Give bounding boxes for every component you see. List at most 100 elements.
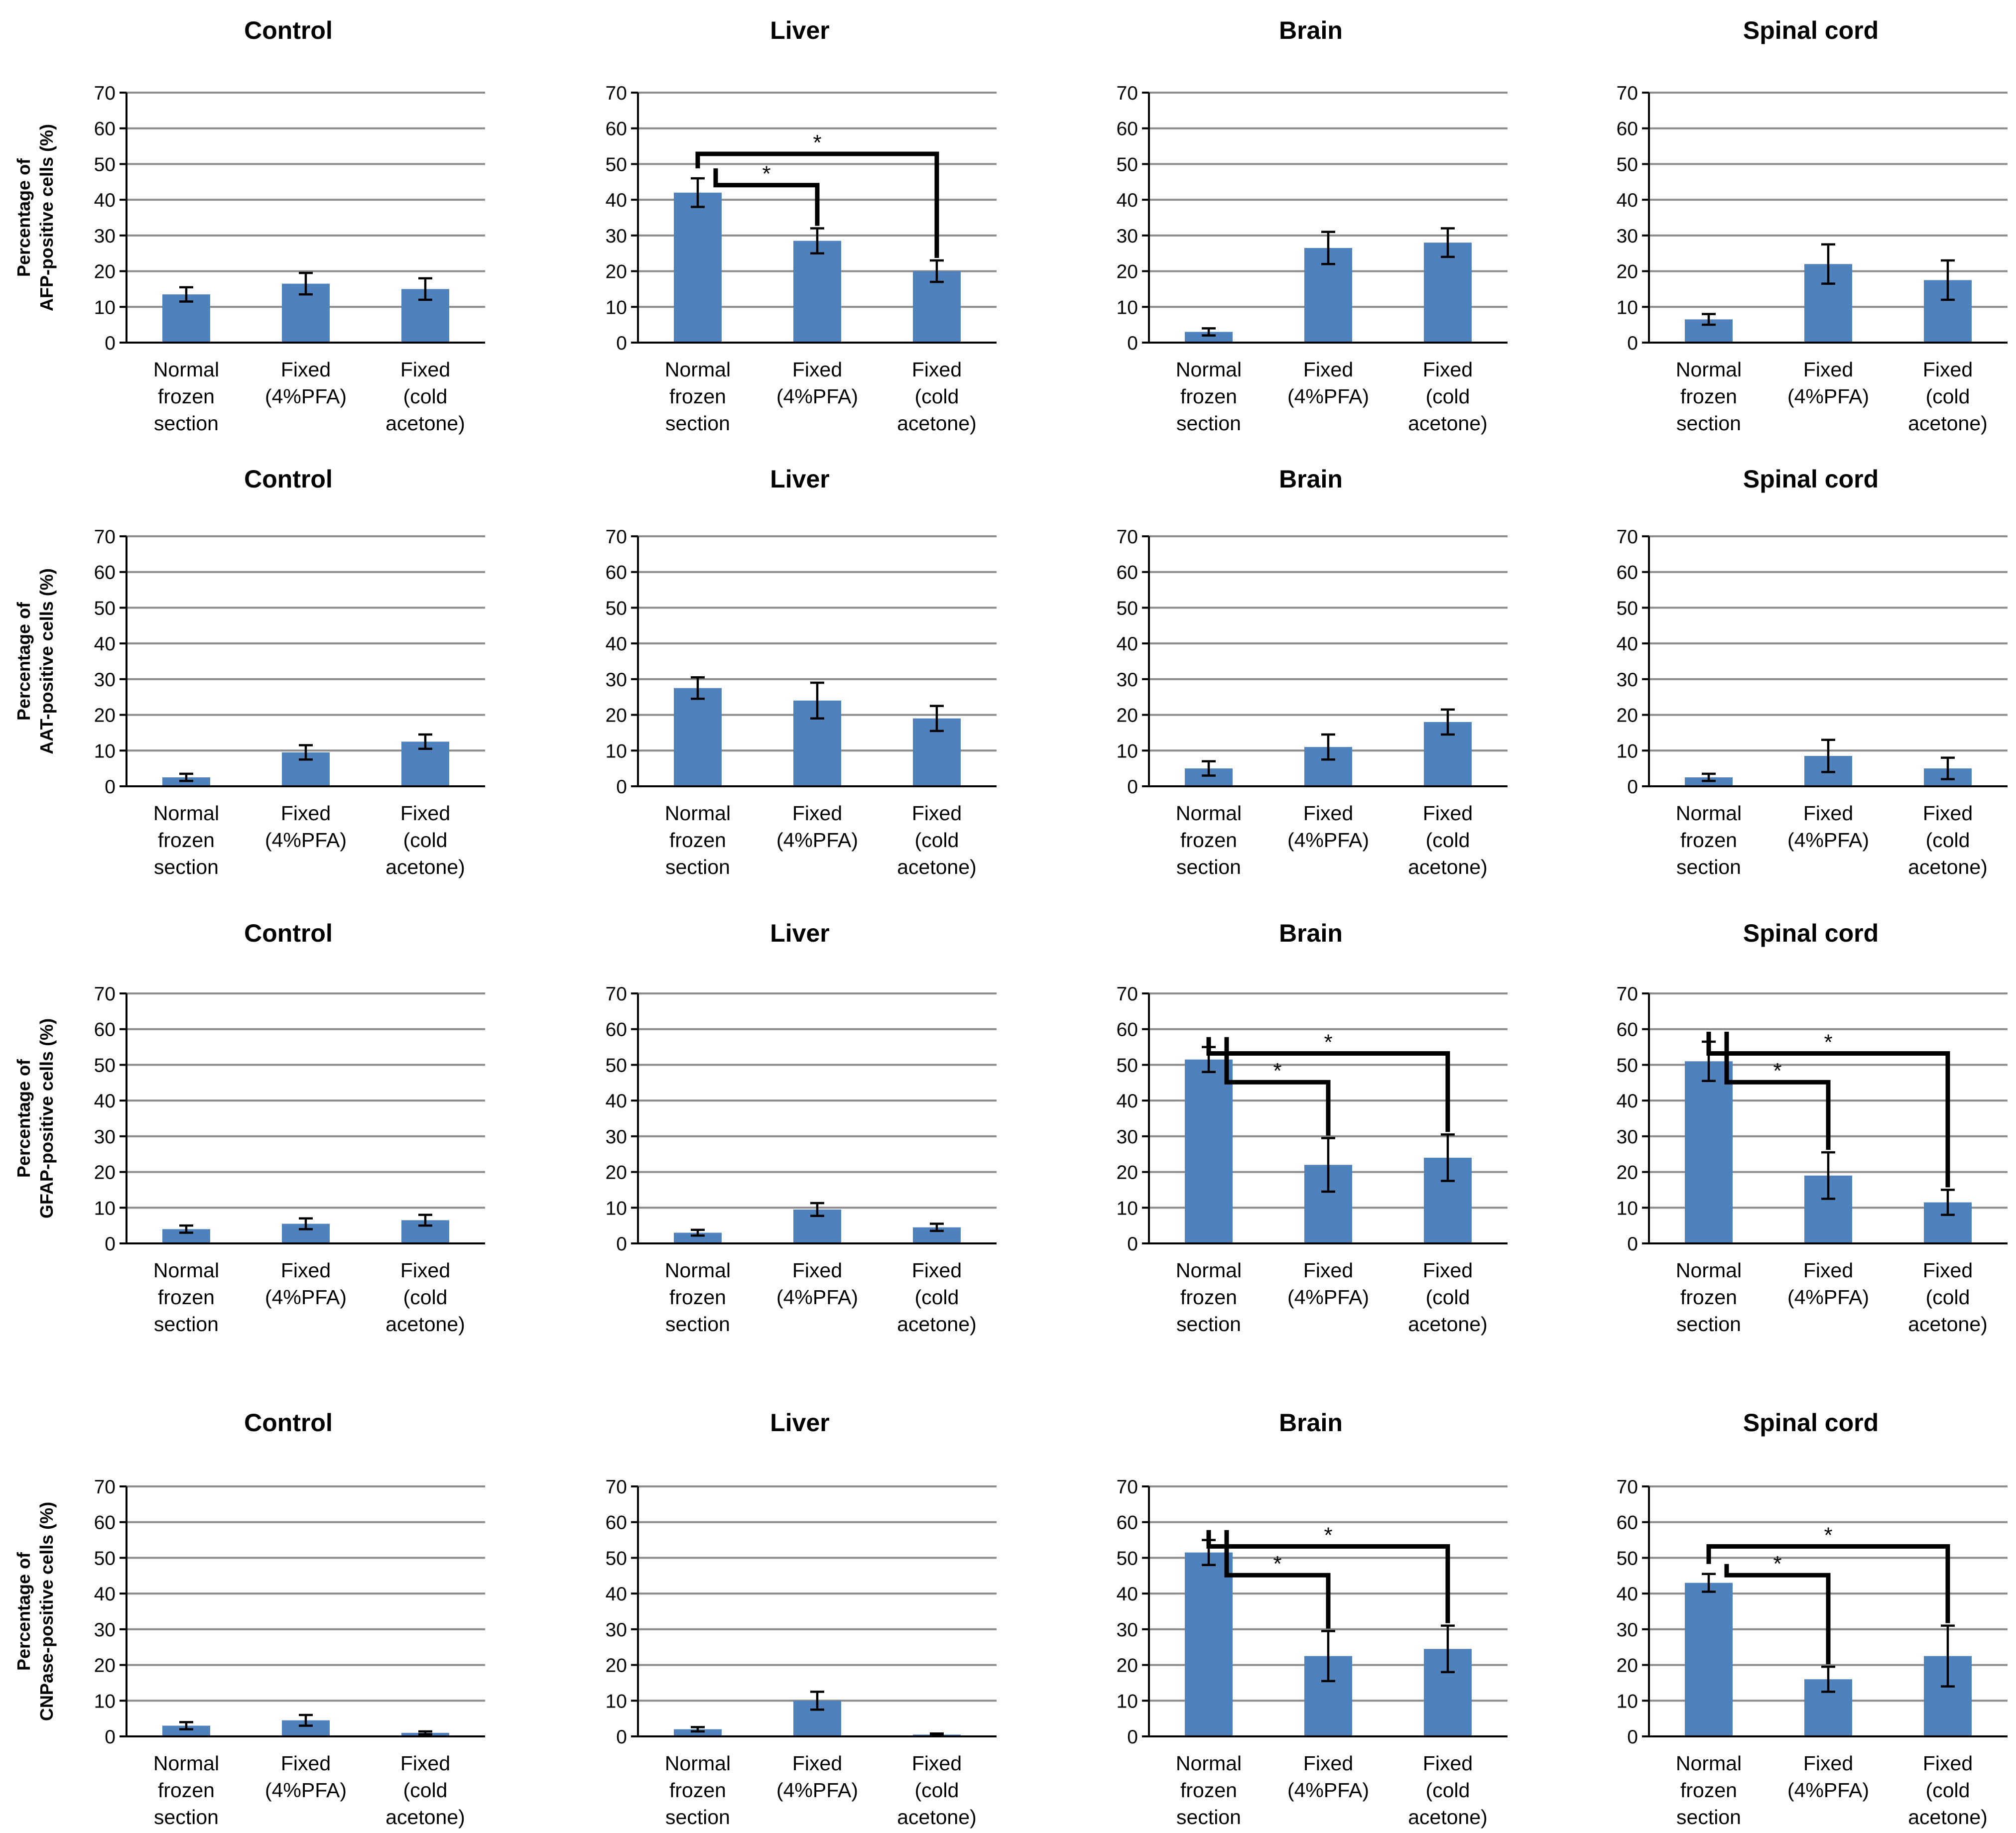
panel-title: Liver [770, 919, 830, 947]
error-bar-3 [1441, 1133, 1455, 1182]
bar-2 [793, 241, 841, 343]
x-category-label: Fixed [792, 1752, 842, 1775]
y-tick-label: 30 [1617, 1619, 1638, 1641]
y-tick-label: 10 [94, 1691, 116, 1712]
y-tick-label: 20 [1117, 705, 1138, 727]
error-bar-1 [1702, 772, 1716, 782]
y-tick-label: 40 [94, 190, 116, 211]
x-category-label: Fixed [1923, 1259, 1973, 1282]
error-bar-2 [810, 681, 824, 720]
y-tick-label: 70 [1117, 83, 1138, 104]
x-category-label: (4%PFA) [1287, 385, 1369, 408]
y-tick-label: 60 [94, 562, 116, 584]
significance-bracket-1 [1724, 1031, 1831, 1150]
y-tick-label: 20 [1617, 1162, 1638, 1184]
chart-panel-11: Brain 0 10 20 30 40 50 60 70 Normal frozen section F… [1117, 919, 1508, 1336]
x-category-label: Fixed [1423, 358, 1473, 381]
error-bar-3 [418, 733, 432, 750]
error-bar-3 [930, 705, 944, 733]
x-category-label: section [665, 1806, 730, 1829]
x-category-label: Fixed [400, 1752, 450, 1775]
y-tick-label: 50 [1117, 598, 1138, 619]
x-category-label: (cold [915, 1779, 959, 1802]
significance-bracket-2 [1706, 1544, 1950, 1623]
y-tick-label: 20 [1117, 261, 1138, 283]
x-category-label: Normal [153, 1259, 219, 1282]
y-tick-label: 30 [606, 1619, 627, 1641]
bar-1 [1185, 1552, 1233, 1736]
y-tick-label: 20 [94, 1655, 116, 1677]
bar-1 [1685, 1583, 1733, 1736]
significance-bracket-2 [1706, 1031, 1950, 1188]
y-tick-label: 40 [94, 633, 116, 655]
y-tick-label: 10 [1617, 297, 1638, 318]
error-bar-1 [179, 286, 193, 303]
x-category-label: section [154, 855, 219, 878]
chart-panel-2: Liver 0 10 20 30 40 50 60 70 Normal frozen section F… [606, 16, 997, 435]
y-tick-label: 10 [606, 740, 627, 762]
bar-1 [674, 688, 722, 786]
error-bar-2 [1321, 733, 1335, 761]
error-bar-3 [1441, 1624, 1455, 1674]
x-category-label: (cold [1926, 385, 1970, 408]
error-bar-1 [691, 676, 705, 700]
error-bar-2 [299, 744, 313, 761]
x-category-label: section [154, 1313, 219, 1336]
y-tick-label: 70 [1617, 1476, 1638, 1498]
bar-1 [674, 192, 722, 343]
x-category-label: Fixed [1423, 802, 1473, 825]
x-category-label: (cold [403, 1286, 448, 1309]
y-tick-label: 50 [94, 598, 116, 619]
y-tick-label: 60 [1617, 562, 1638, 584]
y-tick-label: 50 [1617, 598, 1638, 619]
significance-bracket-1 [713, 168, 820, 226]
chart-panel-4: Spinal cord 0 10 20 30 40 50 60 70 Normal frozen se… [1617, 16, 2008, 435]
x-category-label: frozen [669, 829, 726, 852]
x-category-label: frozen [669, 1286, 726, 1309]
x-category-label: Normal [665, 1259, 731, 1282]
error-bar-2 [299, 1217, 313, 1230]
error-bar-1 [691, 1726, 705, 1733]
x-category-label: acetone) [1408, 1313, 1488, 1336]
y-tick-label: 40 [606, 1584, 627, 1605]
y-tick-label: 70 [606, 1476, 627, 1498]
x-category-label: acetone) [1908, 1806, 1988, 1829]
y-tick-label: 40 [1617, 1091, 1638, 1112]
x-category-label: Normal [1676, 358, 1742, 381]
x-category-label: (cold [1926, 1286, 1970, 1309]
error-bar-2 [299, 1713, 313, 1727]
x-category-label: (4%PFA) [776, 1779, 858, 1802]
y-tick-label: 40 [1117, 1091, 1138, 1112]
x-category-label: acetone) [1908, 1313, 1988, 1336]
y-tick-label: 50 [606, 1055, 627, 1076]
x-category-label: Fixed [400, 1259, 450, 1282]
panel-title: Control [244, 1409, 333, 1437]
y-tick-label: 10 [606, 1198, 627, 1219]
significance-star: * [813, 130, 821, 155]
y-tick-label: 10 [94, 297, 116, 318]
error-bar-3 [930, 1732, 944, 1737]
y-tick-label: 70 [1617, 83, 1638, 104]
y-tick-label: 30 [94, 669, 116, 691]
y-tick-label: 40 [1617, 633, 1638, 655]
panel-title: Spinal cord [1743, 465, 1879, 493]
x-category-label: section [665, 412, 730, 435]
y-tick-label: 30 [1617, 226, 1638, 247]
y-tick-label: 50 [606, 154, 627, 175]
significance-star: * [1824, 1523, 1832, 1547]
x-category-label: Normal [665, 358, 731, 381]
y-tick-label: 0 [616, 1726, 627, 1748]
x-category-label: section [1176, 855, 1241, 878]
y-tick-label: 40 [1117, 633, 1138, 655]
y-tick-label: 30 [1617, 669, 1638, 691]
x-category-label: Fixed [1923, 358, 1973, 381]
x-category-label: Fixed [400, 802, 450, 825]
y-tick-label: 30 [1117, 669, 1138, 691]
error-bar-1 [1702, 313, 1716, 326]
y-tick-label: 70 [1617, 983, 1638, 1005]
y-tick-label: 20 [606, 1162, 627, 1184]
panel-title: Spinal cord [1743, 1409, 1879, 1437]
y-tick-label: 70 [94, 983, 116, 1005]
bar-1 [1685, 1061, 1733, 1243]
x-category-label: (4%PFA) [265, 1286, 347, 1309]
